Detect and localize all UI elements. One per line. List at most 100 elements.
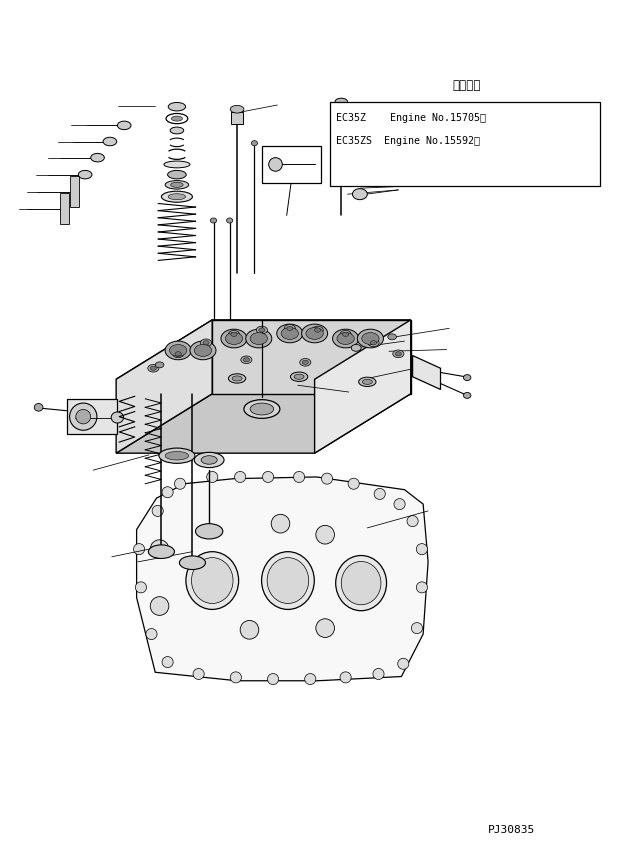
Polygon shape: [136, 477, 428, 681]
Ellipse shape: [343, 332, 349, 337]
Ellipse shape: [373, 669, 384, 680]
Ellipse shape: [194, 452, 224, 468]
Ellipse shape: [171, 116, 183, 121]
Ellipse shape: [277, 324, 303, 343]
Ellipse shape: [117, 121, 131, 130]
Ellipse shape: [243, 358, 249, 362]
Ellipse shape: [229, 331, 240, 338]
Ellipse shape: [388, 334, 396, 340]
Ellipse shape: [341, 561, 381, 605]
Ellipse shape: [150, 596, 169, 615]
Ellipse shape: [111, 412, 123, 423]
Ellipse shape: [152, 505, 163, 516]
Ellipse shape: [229, 374, 245, 383]
Ellipse shape: [256, 326, 267, 334]
Text: EC35Z    Engine No.15705～: EC35Z Engine No.15705～: [336, 113, 487, 124]
Ellipse shape: [416, 544, 427, 555]
Ellipse shape: [312, 326, 323, 334]
Ellipse shape: [173, 350, 184, 358]
Ellipse shape: [392, 350, 404, 358]
Ellipse shape: [78, 170, 92, 179]
Ellipse shape: [269, 158, 282, 171]
Ellipse shape: [262, 471, 273, 482]
Ellipse shape: [155, 362, 164, 368]
Ellipse shape: [363, 379, 373, 384]
Ellipse shape: [227, 218, 233, 223]
Ellipse shape: [169, 344, 187, 356]
Ellipse shape: [241, 356, 252, 364]
Polygon shape: [412, 355, 440, 389]
Ellipse shape: [416, 582, 427, 593]
FancyBboxPatch shape: [232, 112, 242, 124]
Ellipse shape: [211, 218, 217, 223]
Polygon shape: [67, 399, 117, 435]
Ellipse shape: [287, 326, 293, 331]
Ellipse shape: [316, 526, 335, 544]
Ellipse shape: [148, 365, 159, 372]
Ellipse shape: [267, 557, 309, 603]
Ellipse shape: [207, 471, 218, 482]
Ellipse shape: [194, 344, 212, 356]
Ellipse shape: [165, 181, 189, 189]
FancyBboxPatch shape: [60, 193, 69, 224]
Polygon shape: [116, 394, 411, 453]
Ellipse shape: [240, 620, 259, 639]
Ellipse shape: [165, 341, 191, 360]
Ellipse shape: [316, 619, 335, 637]
Ellipse shape: [464, 375, 471, 381]
Ellipse shape: [271, 515, 290, 533]
Polygon shape: [116, 320, 411, 379]
Ellipse shape: [411, 623, 422, 634]
FancyBboxPatch shape: [335, 105, 348, 120]
Ellipse shape: [231, 106, 244, 113]
Ellipse shape: [193, 669, 204, 680]
Ellipse shape: [300, 359, 311, 366]
Ellipse shape: [165, 452, 189, 460]
Ellipse shape: [179, 556, 206, 569]
Ellipse shape: [231, 332, 237, 337]
Ellipse shape: [353, 188, 368, 199]
Ellipse shape: [335, 98, 348, 105]
Ellipse shape: [164, 161, 190, 168]
Ellipse shape: [267, 674, 278, 685]
Ellipse shape: [294, 374, 304, 379]
Ellipse shape: [464, 393, 471, 399]
Ellipse shape: [135, 582, 146, 593]
Ellipse shape: [302, 324, 328, 343]
Ellipse shape: [250, 332, 267, 344]
Ellipse shape: [368, 339, 379, 347]
Ellipse shape: [150, 540, 169, 558]
Ellipse shape: [162, 486, 173, 498]
Ellipse shape: [235, 471, 245, 482]
Ellipse shape: [394, 498, 405, 509]
Polygon shape: [116, 320, 212, 453]
Ellipse shape: [221, 329, 247, 348]
Ellipse shape: [371, 341, 377, 345]
Ellipse shape: [190, 341, 216, 360]
Ellipse shape: [284, 325, 295, 332]
Ellipse shape: [333, 329, 359, 348]
FancyBboxPatch shape: [330, 102, 600, 186]
Ellipse shape: [232, 376, 242, 381]
Ellipse shape: [358, 329, 383, 348]
Ellipse shape: [244, 400, 280, 418]
Ellipse shape: [395, 352, 401, 356]
Text: EC35ZS  Engine No.15592～: EC35ZS Engine No.15592～: [336, 135, 480, 146]
Ellipse shape: [281, 327, 298, 339]
Ellipse shape: [203, 341, 209, 345]
Ellipse shape: [359, 377, 376, 387]
Ellipse shape: [336, 556, 386, 611]
Ellipse shape: [315, 328, 321, 332]
Ellipse shape: [348, 478, 359, 489]
Ellipse shape: [226, 332, 242, 344]
Ellipse shape: [340, 331, 351, 338]
Ellipse shape: [340, 672, 351, 683]
Ellipse shape: [196, 524, 223, 539]
Ellipse shape: [306, 327, 323, 339]
FancyBboxPatch shape: [70, 176, 79, 207]
Ellipse shape: [175, 352, 181, 356]
Ellipse shape: [351, 344, 361, 351]
Ellipse shape: [259, 328, 265, 332]
Text: 適用号機: 適用号機: [452, 79, 481, 92]
Ellipse shape: [168, 170, 186, 179]
